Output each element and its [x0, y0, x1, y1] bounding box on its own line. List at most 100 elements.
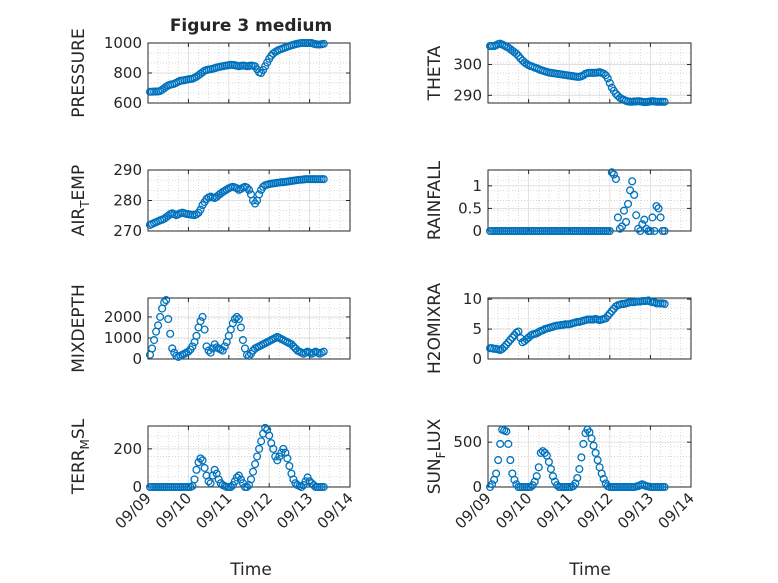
data-point: [605, 226, 614, 236]
data-point: [198, 456, 207, 465]
data-point: [504, 338, 513, 347]
data-point: [228, 481, 237, 490]
x-tick-label: 09/11: [192, 489, 235, 532]
data-point: [512, 49, 521, 58]
subplot-2: 290 300 THETA: [425, 39, 692, 107]
data-point: [265, 431, 274, 440]
subplot-6: 0 5 10 H2OMIXRA: [425, 283, 692, 374]
data-point: [500, 342, 509, 352]
y-axis-label: AIRTEMP: [69, 165, 92, 236]
data-point: [196, 317, 205, 326]
x-tick-label: 09/12: [573, 489, 616, 532]
data-point: [269, 444, 278, 453]
data-point: [496, 439, 505, 448]
data-point: [299, 481, 308, 490]
data-point: [502, 340, 511, 349]
data-point: [530, 477, 539, 486]
data-point: [168, 344, 177, 353]
data-point: [261, 423, 270, 432]
data-point: [277, 448, 286, 457]
data-point: [619, 206, 629, 215]
data-point: [577, 453, 586, 462]
data-point: [184, 347, 193, 356]
data-point: [283, 454, 292, 463]
data-point: [544, 457, 553, 466]
series-markers: [145, 38, 328, 96]
data-point: [628, 177, 637, 186]
data-point: [196, 454, 205, 463]
data-point: [194, 458, 203, 467]
data-point: [196, 205, 205, 214]
data-point: [494, 456, 503, 465]
data-point: [238, 336, 247, 345]
y-axis-label-main: AIR: [69, 208, 89, 237]
y-tick-label: 200: [113, 440, 142, 458]
data-point: [226, 482, 235, 492]
data-point: [204, 346, 213, 355]
data-point: [605, 78, 614, 88]
series-markers: [485, 39, 669, 107]
data-point: [319, 482, 328, 492]
axes-box: [487, 297, 692, 360]
data-point: [234, 314, 243, 324]
data-point: [319, 39, 328, 48]
data-point: [166, 329, 175, 338]
y-tick-label: 0: [472, 350, 482, 368]
data-point: [654, 204, 663, 213]
data-point: [257, 437, 266, 446]
data-point: [617, 222, 627, 231]
data-point: [275, 452, 284, 461]
data-point: [271, 452, 280, 461]
y-axis-label-tail: LUX: [425, 418, 445, 451]
y-tick-label: 0: [132, 478, 142, 496]
data-point: [607, 168, 616, 177]
y-axis-label-main: H2OMIXRA: [425, 283, 445, 374]
y-axis-label-main: MIXDEPTH: [69, 284, 89, 373]
y-tick-label: 270: [113, 222, 142, 240]
data-point: [147, 344, 157, 353]
y-tick-label: 0: [132, 350, 142, 368]
data-point: [248, 467, 258, 476]
series-markers: [485, 168, 669, 236]
figure-title: Figure 3 medium: [170, 16, 332, 36]
data-point: [200, 463, 209, 472]
y-axis-label-subscript: F: [434, 451, 448, 458]
data-point: [508, 333, 517, 342]
data-point: [498, 344, 507, 353]
y-tick-label: 10: [463, 290, 482, 308]
y-tick-label: 0.5: [458, 199, 482, 217]
data-point: [573, 473, 582, 483]
data-point: [506, 335, 515, 344]
data-point: [599, 69, 608, 78]
y-axis-label-subscript: M: [78, 439, 92, 449]
y-tick-label: 300: [453, 56, 482, 74]
grid: [148, 426, 350, 487]
y-axis-label: THETA: [425, 45, 445, 101]
x-tick-label: 09/14: [314, 489, 357, 532]
data-point: [603, 311, 612, 320]
data-point: [652, 202, 661, 211]
data-point: [640, 215, 649, 224]
axes-box: [487, 169, 692, 232]
data-point: [269, 49, 278, 58]
data-point: [611, 174, 620, 184]
data-point: [236, 475, 245, 484]
data-point: [204, 477, 213, 486]
y-tick-label: 280: [113, 192, 142, 210]
y-tick-label: 600: [113, 94, 142, 112]
data-point: [624, 199, 633, 208]
data-point: [251, 460, 260, 469]
data-point: [232, 184, 241, 193]
data-point: [506, 456, 515, 465]
data-point: [575, 465, 584, 474]
data-point: [510, 475, 519, 484]
data-point: [273, 456, 282, 465]
data-point: [646, 226, 655, 236]
data-point: [514, 51, 523, 60]
data-point: [634, 224, 643, 233]
data-point: [164, 314, 173, 324]
y-axis-label-tail: EMP: [69, 165, 89, 201]
series-markers: [485, 425, 669, 492]
major-grid: [148, 426, 350, 487]
